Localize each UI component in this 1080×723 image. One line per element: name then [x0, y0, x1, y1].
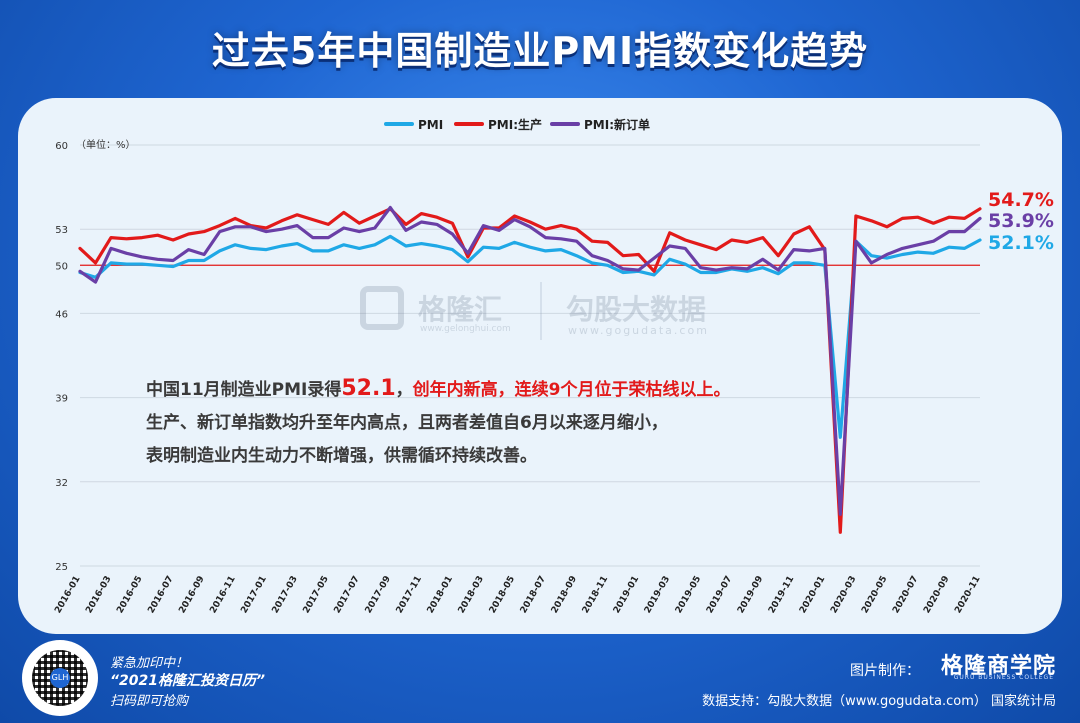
- x-tick-label: 2020-09: [922, 575, 951, 616]
- x-tick-label: 2020-01: [798, 575, 827, 616]
- qr-code[interactable]: GLH: [22, 640, 98, 716]
- annotation-value: 52.1: [341, 376, 396, 401]
- annotation-line-1: 中国11月制造业PMI录得52.1，创年内新高，连续9个月位于荣枯线以上。: [146, 376, 731, 401]
- x-tick-label: 2017-01: [239, 575, 268, 616]
- x-axis: 2016-01 2016-03 2016-05 2016-07 2016-09 2016-…: [53, 575, 982, 616]
- x-tick-label: 2017-09: [364, 575, 393, 616]
- x-tick-label: 2019-07: [705, 575, 734, 616]
- watermark-brand2: 勾股大数据: [566, 293, 707, 326]
- x-tick-label: 2016-11: [208, 575, 237, 616]
- annotation-line-3: 表明制造业内生动力不断增强，供需循环持续改善。: [146, 446, 537, 466]
- y-tick-label: 39: [55, 394, 68, 405]
- legend-label: PMI:新订单: [584, 117, 650, 132]
- chart-annotation: 中国11月制造业PMI录得52.1，创年内新高，连续9个月位于荣枯线以上。 生产…: [146, 372, 866, 473]
- chart-card: [18, 98, 1062, 634]
- watermark-brand1: 格隆汇: [418, 293, 503, 326]
- x-tick-label: 2016-05: [115, 575, 144, 616]
- watermark-brand2-url: www.gogudata.com: [568, 324, 709, 337]
- x-tick-label: 2020-07: [891, 575, 920, 616]
- x-tick-label: 2017-07: [333, 575, 362, 616]
- brand-subtitle: GURU BUSINESS COLLEGE: [953, 674, 1054, 681]
- y-tick-label: 60: [55, 141, 68, 152]
- y-tick-label: 25: [55, 562, 68, 573]
- x-tick-label: 2018-09: [550, 575, 579, 616]
- x-tick-label: 2017-03: [271, 575, 300, 616]
- x-tick-label: 2016-03: [84, 575, 113, 616]
- x-tick-label: 2019-11: [767, 575, 796, 616]
- chart-series: [78, 205, 982, 534]
- gelonghui-logo-icon: [360, 286, 404, 330]
- watermark-brand1-url: www.gelonghui.com: [420, 324, 511, 334]
- x-tick-label: 2018-03: [457, 575, 486, 616]
- x-tick-label: 2018-07: [519, 575, 548, 616]
- x-tick-label: 2016-07: [146, 575, 175, 616]
- legend-label: PMI:生产: [488, 117, 542, 132]
- legend-label: PMI: [418, 118, 443, 132]
- chart-legend: PMI PMI:生产 PMI:新订单: [384, 117, 650, 132]
- x-tick-label: 2019-03: [643, 575, 672, 616]
- annotation-line-2: 生产、新订单指数均升至年内高点，且两者差值自6月以来逐月缩小，: [146, 413, 668, 433]
- series-line: [78, 205, 982, 516]
- x-tick-label: 2018-11: [581, 575, 610, 616]
- x-tick-label: 2016-09: [177, 575, 206, 616]
- x-tick-label: 2016-01: [53, 575, 82, 616]
- promo-line-1: 紧急加印中！: [110, 656, 189, 671]
- watermark: 格隆汇 www.gelonghui.com 勾股大数据 www.gogudata…: [360, 282, 760, 342]
- end-label-new-orders: 53.9%: [988, 210, 1054, 233]
- y-tick-label: 32: [55, 478, 68, 489]
- data-source: 数据支持：勾股大数据（www.gogudata.com） 国家统计局: [702, 694, 1056, 709]
- x-tick-label: 2017-05: [302, 575, 331, 616]
- x-tick-label: 2020-03: [829, 575, 858, 616]
- end-label-production: 54.7%: [988, 188, 1054, 211]
- x-tick-label: 2019-01: [612, 575, 641, 616]
- x-tick-label: 2018-05: [488, 575, 517, 616]
- end-label-pmi: 52.1%: [988, 232, 1054, 255]
- pmi-line-chart: PMI PMI:生产 PMI:新订单 25 32 39 46 50 53 60 （单位：%） 20…: [53, 117, 982, 616]
- watermark-divider: [540, 282, 542, 340]
- qr-logo-icon: GLH: [50, 668, 70, 688]
- brand-logo: 格隆商学院: [940, 654, 1056, 679]
- y-tick-label: 53: [55, 225, 68, 236]
- x-tick-label: 2018-01: [426, 575, 455, 616]
- credit-label: 图片制作：: [850, 663, 920, 679]
- y-tick-label: 50: [55, 261, 68, 272]
- x-tick-label: 2019-05: [674, 575, 703, 616]
- promo-line-3: 扫码即可抢购: [110, 694, 189, 709]
- y-axis-label: （单位：%）: [76, 138, 136, 151]
- x-tick-label: 2019-09: [736, 575, 765, 616]
- x-tick-label: 2020-05: [860, 575, 889, 616]
- x-tick-label: 2020-11: [953, 575, 982, 616]
- x-tick-label: 2017-11: [395, 575, 424, 616]
- y-tick-label: 46: [55, 309, 68, 320]
- promo-line-2: “2021格隆汇投资日历”: [110, 673, 265, 689]
- page-title: 过去5年中国制造业PMI指数变化趋势: [211, 29, 869, 73]
